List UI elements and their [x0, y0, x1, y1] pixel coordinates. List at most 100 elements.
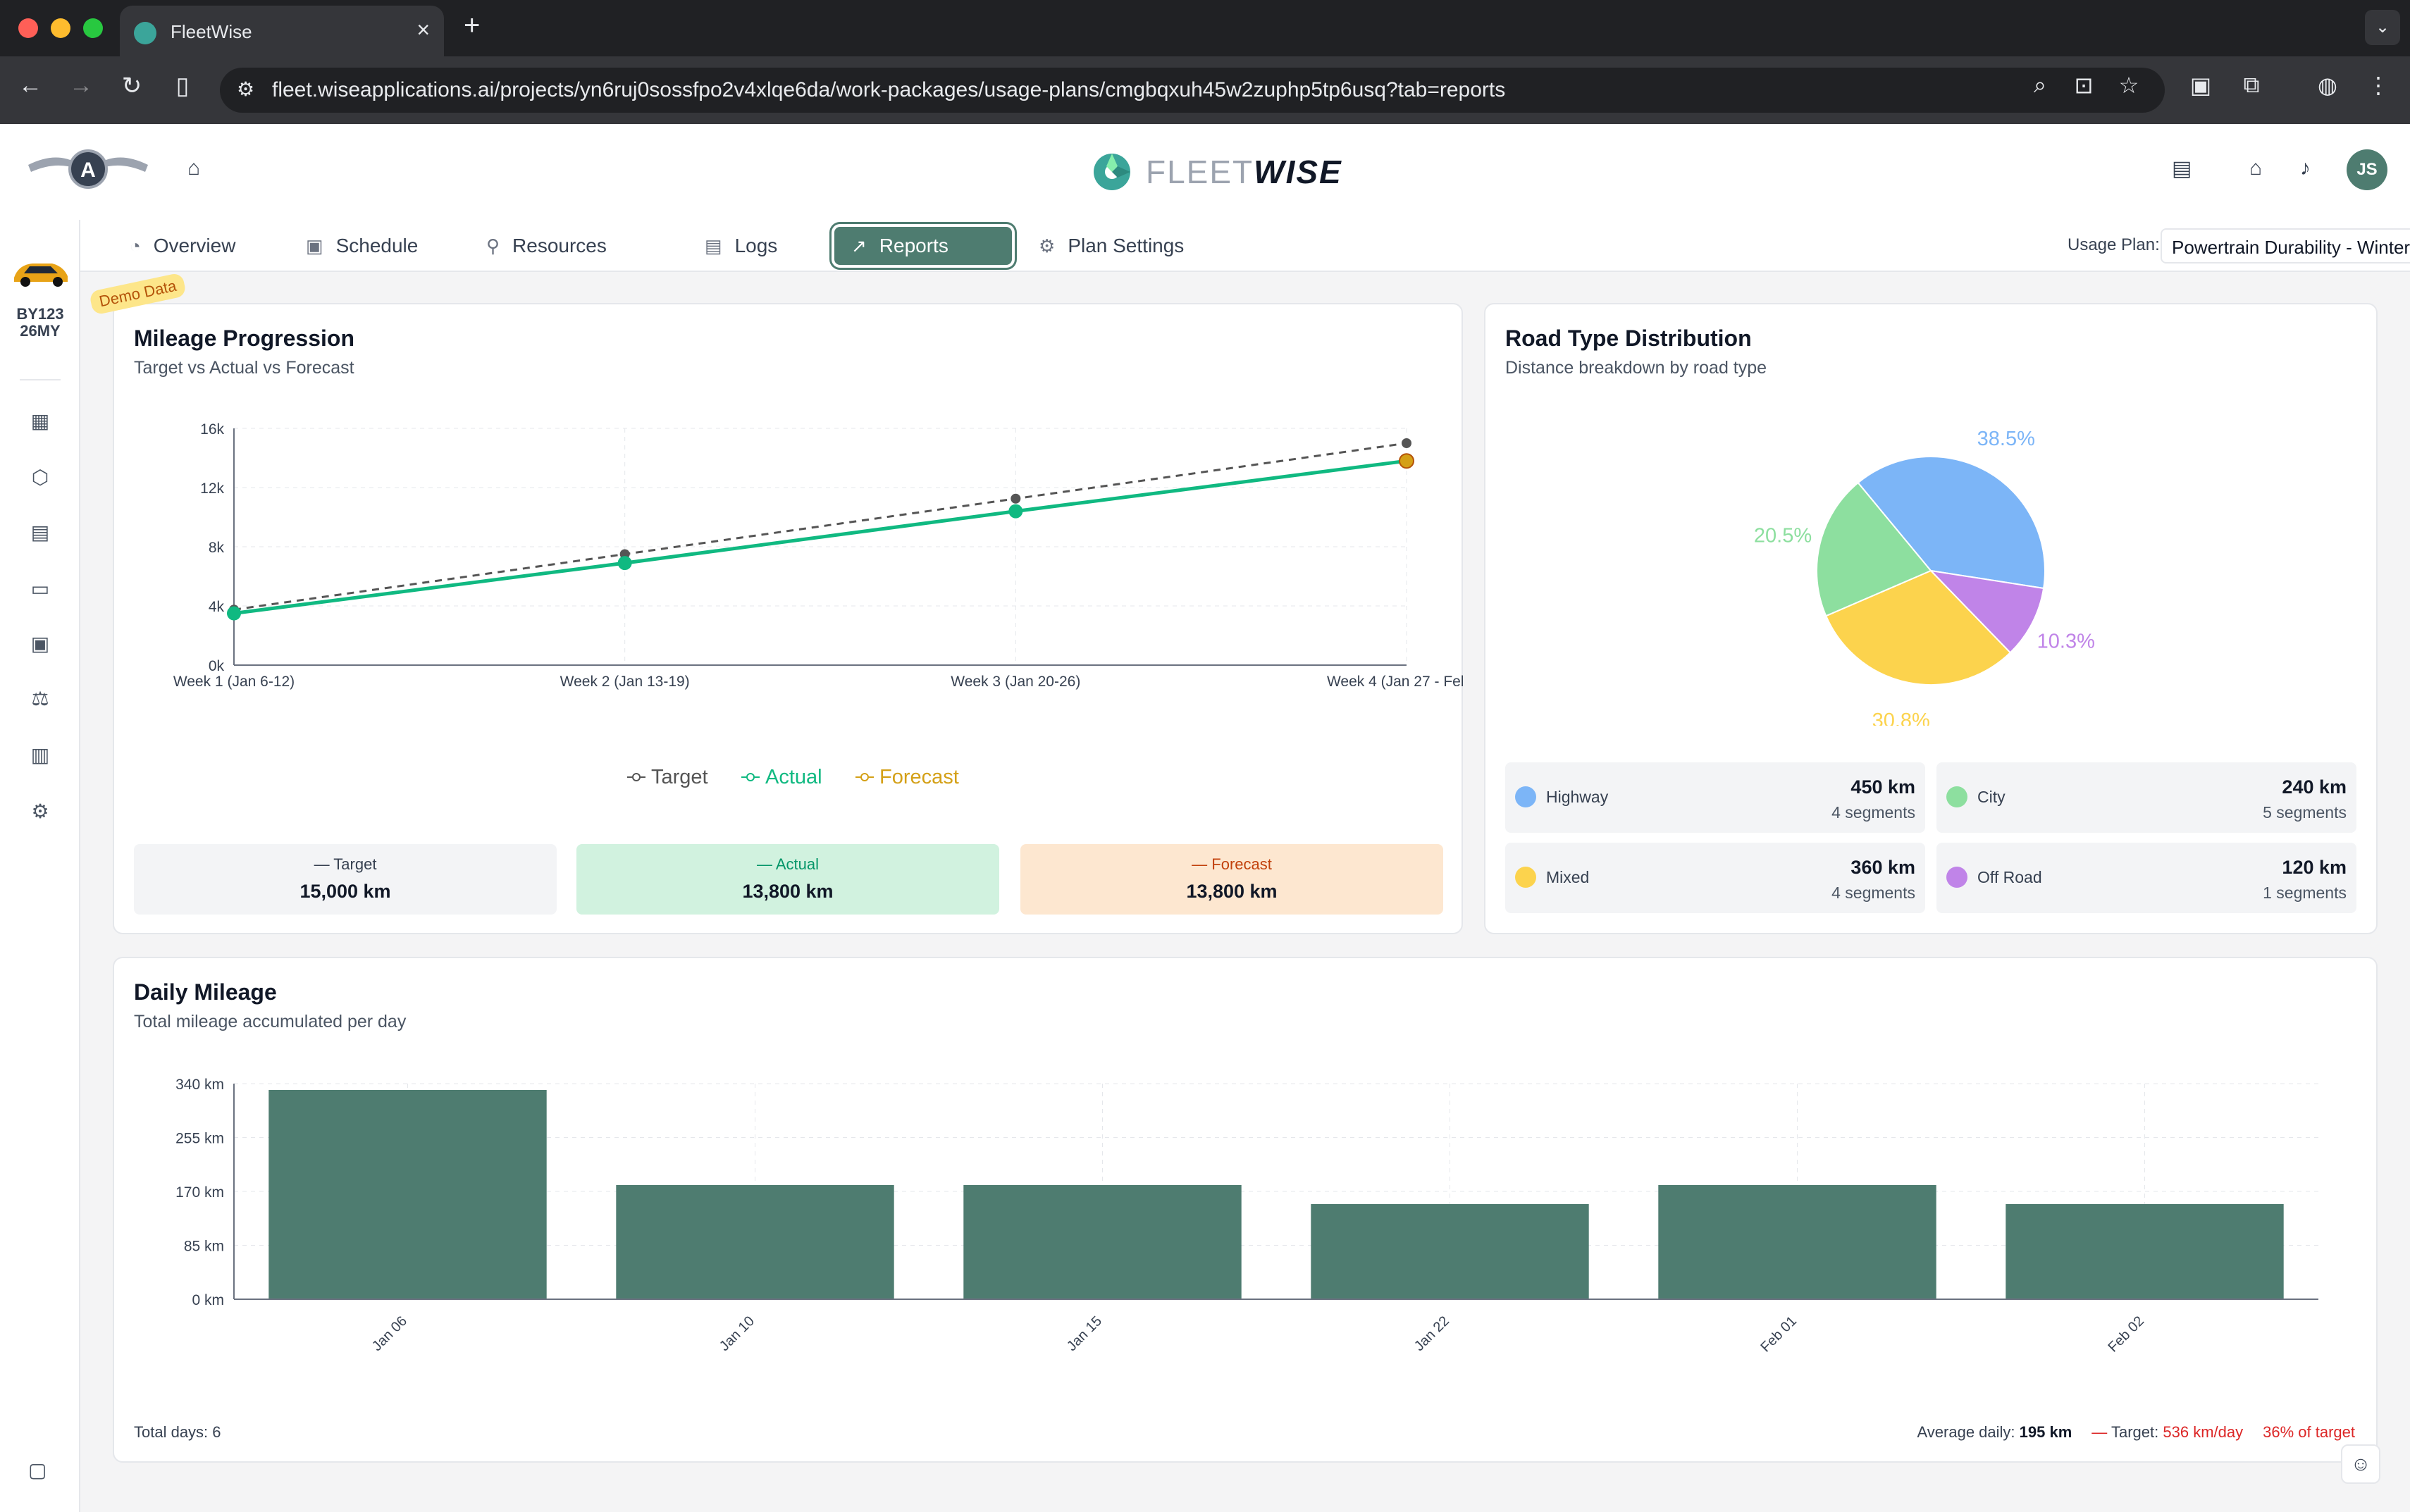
tab-schedule-label: Schedule — [335, 235, 419, 256]
bar-feb-02 — [2006, 1204, 2284, 1299]
series-point-forecast — [1399, 453, 1414, 469]
city-km: 240 km — [2282, 776, 2347, 798]
address-bar[interactable]: ⚙ fleet.wiseapplications.ai/projects/yn6… — [220, 68, 2165, 113]
target-summary-label: — Target — [314, 855, 377, 873]
split-view-icon[interactable]: ▯ — [175, 73, 190, 99]
company-logo-icon[interactable]: A — [21, 144, 155, 194]
vehicle-thumbnail-icon[interactable] — [11, 254, 70, 289]
tab-resources-label: Resources — [512, 235, 607, 256]
tab-reports[interactable]: ↗ Reports — [834, 227, 1012, 265]
calendar-icon[interactable]: ▣ — [30, 633, 50, 655]
fleetwise-mark-icon — [1094, 154, 1130, 190]
tab-search-chevron-icon[interactable]: ⌄ — [2365, 10, 2400, 45]
folder-icon[interactable]: ▭ — [30, 578, 50, 600]
daily-bar-chart: 0 km 85 km 170 km 255 km 340 km Jan 06 Jan 10 J… — [175, 1077, 2318, 1353]
daily-target: — Target: 536 km/day — [2091, 1423, 2243, 1442]
mixed-name: Mixed — [1546, 868, 1590, 886]
pie-label-mixed: 30.8% — [1872, 709, 1930, 726]
scale-icon[interactable]: ⚖ — [31, 688, 49, 709]
mileage-line-chart: 0k 4k 8k 12k 16k Week 1 (Jan 6-12) Week 2 (Jan… — [173, 421, 1463, 788]
mixed-segments: 4 segments — [1831, 884, 1915, 902]
clipboard-icon[interactable]: ▤ — [30, 521, 50, 543]
reload-icon[interactable]: ↻ — [121, 73, 142, 99]
app-header: A ⌂ FLEETWISE ▤ ⌂ ♪ JS — [0, 124, 2410, 220]
mileage-subtitle: Target vs Actual vs Forecast — [134, 358, 354, 378]
tab-plan-settings-label: Plan Settings — [1068, 235, 1185, 256]
total-days: Total days: 6 — [134, 1423, 221, 1441]
brand-light-text: FLEET — [1146, 154, 1254, 190]
tab-logs[interactable]: ▤ Logs — [688, 227, 794, 265]
x-tick-label: Feb 02 — [2105, 1313, 2147, 1353]
forecast-summary-label: — Forecast — [1192, 855, 1272, 873]
series-line-actual — [233, 459, 1407, 615]
close-tab-icon[interactable]: × — [416, 17, 430, 42]
bar-jan-15 — [963, 1185, 1242, 1299]
home-icon[interactable]: ⌂ — [2249, 156, 2263, 180]
chat-assistant-icon[interactable]: ☺ — [2341, 1444, 2380, 1484]
y-tick-label: 0 km — [192, 1292, 224, 1308]
x-tick-label: Jan 10 — [717, 1313, 758, 1353]
user-avatar[interactable]: JS — [2347, 149, 2387, 190]
maximize-window-button[interactable] — [83, 18, 103, 38]
collapse-sidebar-icon[interactable]: ▢ — [28, 1459, 47, 1481]
actual-summary-label-text: Actual — [775, 855, 820, 873]
browser-menu-icon[interactable]: ⋮ — [2367, 73, 2390, 98]
y-tick-label: 12k — [200, 481, 224, 497]
pie-slice-city — [1816, 481, 1932, 617]
svg-text:A: A — [80, 159, 96, 182]
browser-tab[interactable]: FleetWise × — [120, 6, 444, 56]
package-icon[interactable]: ⬡ — [31, 466, 49, 488]
forward-icon[interactable]: → — [69, 72, 93, 99]
bar-feb-01 — [1658, 1185, 1936, 1299]
extension-icon[interactable]: ▣ — [2189, 73, 2212, 98]
url-text: fleet.wiseapplications.ai/projects/yn6ru… — [272, 78, 1506, 101]
new-tab-icon[interactable]: + — [464, 10, 481, 41]
bar-chart-icon[interactable]: ▥ — [30, 744, 50, 766]
tab-overview[interactable]: ◔ Overview — [113, 227, 252, 265]
tab-schedule[interactable]: ▣ Schedule — [289, 227, 435, 265]
left-sidebar: BY123 26MY ▦ ⬡ ▤ ▭ ▣ ⚖ ▥ ⚙ — [0, 220, 80, 1512]
pie-label-off-road: 10.3% — [2037, 630, 2095, 652]
brand-bold-text: WISE — [1254, 154, 1342, 190]
bell-icon[interactable]: ♪ — [2300, 156, 2311, 180]
extensions-puzzle-icon[interactable]: ⧉ — [2243, 72, 2260, 97]
calendar-icon: ▣ — [306, 235, 323, 256]
legend-highway: Highway 450 km 4 segments — [1505, 762, 1925, 833]
legend-mixed: Mixed 360 km 4 segments — [1505, 843, 1925, 913]
x-tick-label: Jan 06 — [369, 1313, 410, 1353]
tab-reports-label: Reports — [879, 235, 948, 256]
average-daily-label: Average daily: — [1917, 1423, 2015, 1441]
average-daily-value: 195 km — [2019, 1423, 2072, 1441]
x-tick-label: Week 3 (Jan 20-26) — [951, 674, 1080, 690]
y-tick-label: 0k — [209, 658, 225, 674]
usage-plan-select[interactable]: Powertrain Durability - Winter⌄ — [2161, 228, 2410, 264]
zoom-icon[interactable]: ⌕ — [2034, 72, 2046, 97]
minimize-window-button[interactable] — [51, 18, 70, 38]
sidebar-divider — [20, 379, 61, 380]
pie-label-city: 20.5% — [1754, 524, 1812, 547]
target-summary-label-text: Target — [333, 855, 377, 873]
bookmark-star-icon[interactable]: ☆ — [2118, 73, 2139, 98]
install-app-icon[interactable]: ⊡ — [2074, 73, 2094, 98]
y-tick-label: 170 km — [175, 1184, 224, 1201]
series-point-target — [1011, 493, 1021, 504]
close-window-button[interactable] — [18, 18, 38, 38]
back-icon[interactable]: ← — [18, 72, 42, 99]
x-tick-label: Feb 01 — [1757, 1313, 1800, 1353]
site-info-icon[interactable]: ⚙ — [237, 78, 255, 100]
actual-summary-label: — Actual — [756, 855, 820, 873]
settings-gear-icon[interactable]: ⚙ — [31, 800, 49, 822]
legend-marker-forecast — [860, 773, 869, 781]
x-tick-label: Week 2 (Jan 13-19) — [560, 674, 690, 690]
city-name: City — [1977, 788, 2006, 806]
city-segments: 5 segments — [2263, 803, 2347, 822]
dashboard-grid-icon[interactable]: ▦ — [30, 410, 50, 432]
tab-plan-settings[interactable]: ⚙ Plan Settings — [1022, 227, 1201, 265]
notes-icon[interactable]: ▤ — [2172, 157, 2192, 180]
legend-off-road: Off Road 120 km 1 segments — [1936, 843, 2356, 913]
factory-icon[interactable]: ⌂ — [187, 156, 201, 180]
legend-label-target: Target — [651, 766, 708, 788]
tab-resources[interactable]: ⚲ Resources — [469, 227, 624, 265]
profile-icon[interactable]: ◍ — [2318, 73, 2337, 98]
series-point-target — [1402, 438, 1411, 448]
